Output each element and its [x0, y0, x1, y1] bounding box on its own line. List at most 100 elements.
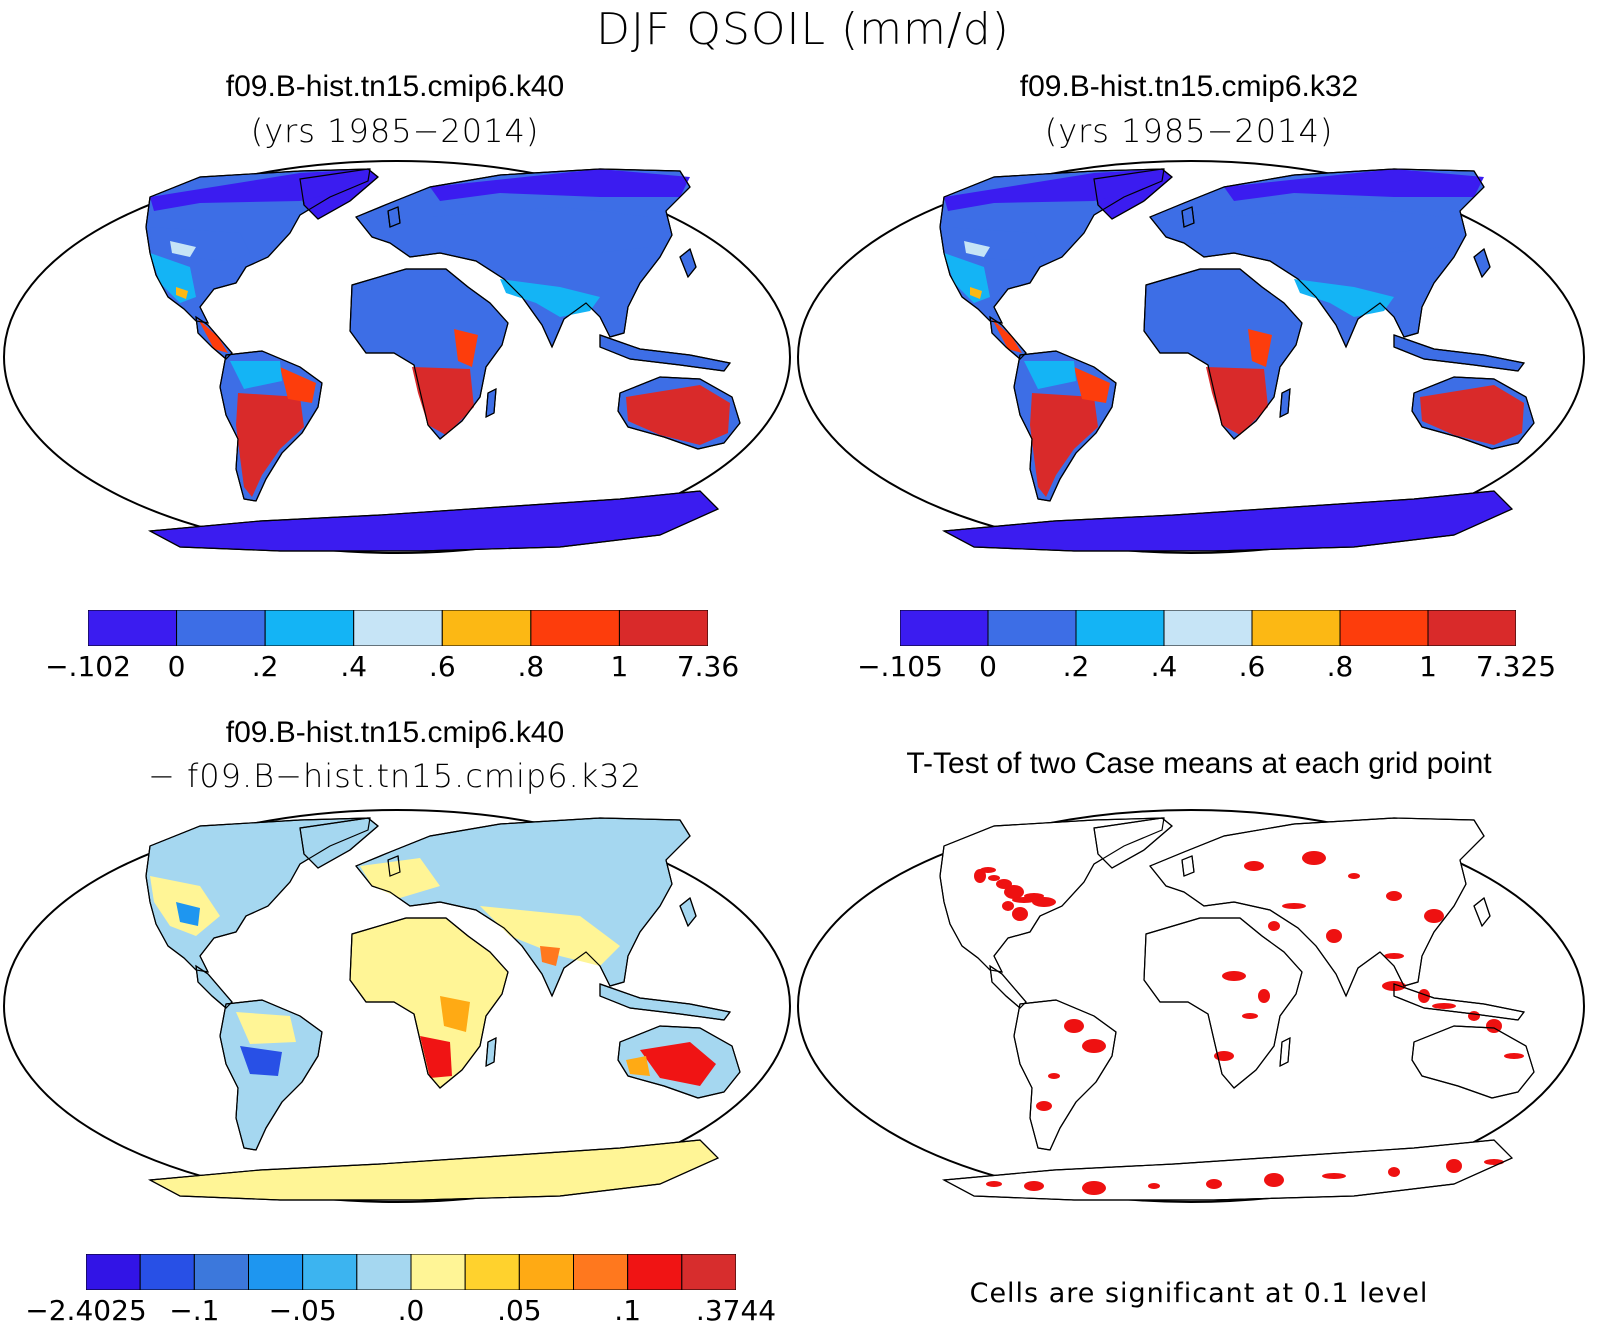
diff-aus-orange	[626, 1056, 650, 1076]
maritime-continent-coast	[599, 334, 732, 372]
field-pale-1	[964, 241, 990, 257]
antarctica-coast	[941, 490, 1514, 552]
significant-cell	[1348, 873, 1360, 879]
significant-cell	[1388, 1167, 1400, 1177]
significant-cell	[1082, 1039, 1106, 1053]
panel-2-subtitle: (yrs 1985−2014)	[1044, 112, 1334, 150]
colorbar-box	[176, 610, 266, 646]
significant-cell	[1004, 885, 1024, 899]
colorbar-label: −.102	[45, 650, 131, 683]
significant-cell	[1468, 1011, 1480, 1021]
colorbar-box	[573, 1254, 629, 1290]
greenland-coast	[1093, 168, 1173, 220]
significant-cell	[988, 875, 1000, 881]
significant-cell	[1242, 1013, 1258, 1019]
colorbar-box	[1163, 610, 1253, 646]
diff-sa-yellow	[236, 1012, 296, 1044]
field-arctic	[944, 169, 1164, 211]
central-america-coast	[195, 315, 233, 360]
field-asia-mid	[430, 207, 650, 257]
diff-africa-red	[420, 1036, 452, 1078]
british-isles-coast	[387, 206, 401, 228]
central-america-coast	[195, 964, 233, 1009]
madagascar-coast	[1279, 1036, 1291, 1068]
colorbar-box	[1251, 610, 1341, 646]
diff-asia-yellow	[480, 906, 620, 966]
colorbar-label: .8	[517, 650, 545, 683]
colorbar-box	[627, 1254, 683, 1290]
field-layer	[150, 169, 730, 497]
significant-cell	[1048, 1073, 1060, 1079]
significant-cell	[1222, 971, 1246, 981]
colorbar-box	[518, 1254, 575, 1290]
madagascar-coast	[485, 1036, 497, 1068]
colorbar-label: .3744	[695, 1294, 777, 1327]
colorbar-box	[248, 1254, 304, 1290]
significant-cell	[1206, 1179, 1222, 1189]
antarctica-coast	[147, 1139, 720, 1201]
significant-cell	[1036, 1101, 1052, 1111]
field-africa-south	[1206, 367, 1268, 435]
antarctica-coast	[147, 490, 720, 552]
field-sa-east	[280, 367, 316, 403]
panel-2-colorbar	[900, 610, 1516, 646]
north-america-coast	[939, 168, 1165, 324]
field-pale-1	[170, 241, 196, 257]
panel-1-map	[3, 160, 791, 554]
coastline-layer	[939, 168, 1535, 552]
significant-cell	[1064, 1019, 1084, 1033]
central-america-coast	[989, 315, 1027, 360]
colorbar-label: −.105	[857, 650, 943, 683]
eurasia-coast	[1149, 168, 1485, 349]
colorbar-label: −2.4025	[25, 1294, 147, 1327]
australia-coast	[617, 376, 741, 450]
field-orange-1	[176, 287, 188, 299]
field-central-am	[992, 319, 1022, 353]
colorbar-label: 1	[610, 650, 629, 683]
diff-india-red	[540, 946, 560, 966]
significant-cell	[1264, 1173, 1284, 1187]
panel-1-subtitle: (yrs 1985−2014)	[250, 112, 540, 150]
field-central-am	[198, 319, 228, 353]
diff-aus-red	[640, 1042, 716, 1086]
significant-cell	[1012, 907, 1028, 921]
significant-cell	[1484, 1159, 1504, 1165]
panel-3-subtitle: − f09.B−hist.tn15.cmip6.k32	[148, 757, 642, 795]
diff-na-blue	[176, 902, 200, 926]
eurasia-coast	[355, 817, 691, 998]
diff-africa-orange	[440, 996, 470, 1032]
africa-coast	[1143, 268, 1303, 440]
british-isles-coast	[387, 855, 401, 877]
diff-sa-blue	[240, 1046, 282, 1076]
difference-field-layer	[150, 858, 716, 1086]
colorbar-box	[441, 610, 532, 646]
colorbar-box	[987, 610, 1077, 646]
field-orange-1	[970, 287, 982, 299]
antarctica-coast	[941, 1139, 1514, 1201]
panel-2-title: f09.B-hist.tn15.cmip6.k32	[1019, 70, 1359, 103]
colorbar-label: .2	[251, 650, 279, 683]
colorbar-label: .2	[1062, 650, 1090, 683]
significant-cell	[1082, 1181, 1106, 1195]
significant-cell	[1244, 861, 1264, 871]
field-sa-north	[230, 361, 282, 389]
coastline-layer	[939, 817, 1535, 1201]
greenland-coast	[299, 168, 379, 220]
significant-cell	[1424, 909, 1444, 923]
colorbar-label: .6	[428, 650, 456, 683]
field-africa-east	[1248, 329, 1272, 367]
colorbar-label: 0	[979, 650, 997, 683]
south-america-coast	[219, 350, 323, 502]
colorbar-label: 0	[167, 650, 186, 683]
field-siberia	[1224, 169, 1484, 201]
significant-cell	[1418, 989, 1430, 1003]
greenland-coast	[1093, 817, 1173, 869]
diff-eu-yellow	[360, 858, 440, 898]
field-sa-south	[236, 393, 304, 497]
colorbar-box	[1427, 610, 1516, 646]
madagascar-coast	[485, 387, 497, 419]
colorbar-box	[353, 610, 443, 646]
north-america-coast	[145, 817, 371, 973]
panel-3-colorbar	[86, 1254, 736, 1290]
colorbar-label: −.1	[169, 1294, 220, 1327]
